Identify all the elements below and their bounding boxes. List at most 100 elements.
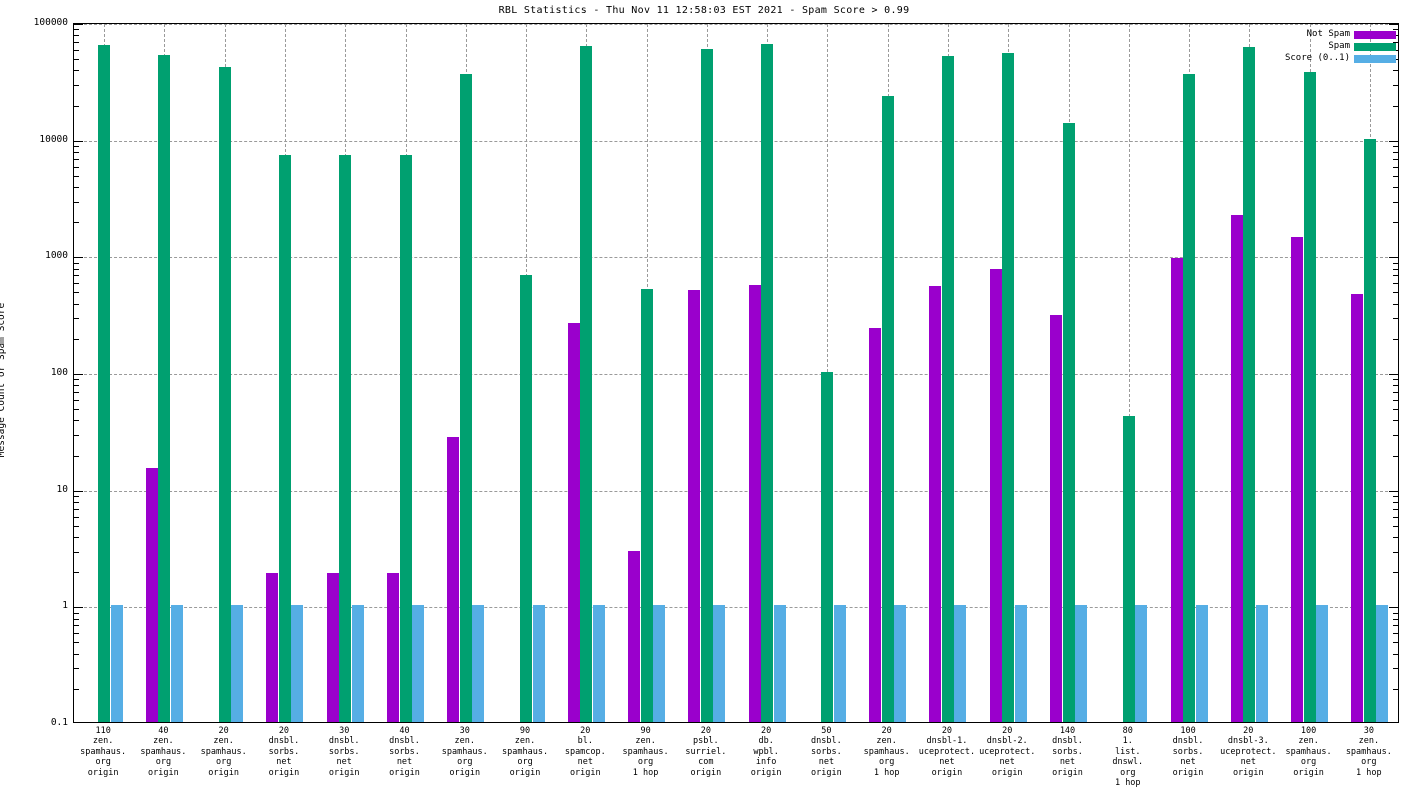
plot-area bbox=[74, 24, 1398, 722]
x-axis-tick-label-line: uceprotect. bbox=[1220, 746, 1277, 757]
horizontal-gridline bbox=[74, 140, 1398, 142]
bar-spam bbox=[1122, 415, 1135, 722]
y-axis-minor-tick bbox=[1393, 525, 1398, 527]
legend-item: Spam bbox=[1285, 41, 1396, 52]
y-axis-minor-tick bbox=[74, 537, 79, 539]
x-axis-tick-label-line: dnsbl. bbox=[328, 736, 360, 747]
bar-not-spam bbox=[567, 322, 580, 722]
y-axis-major-tick bbox=[1389, 257, 1398, 259]
y-axis-minor-tick bbox=[74, 551, 79, 553]
y-axis-minor-tick bbox=[74, 70, 79, 72]
y-axis-major-tick bbox=[74, 257, 83, 259]
y-axis-minor-tick bbox=[1393, 537, 1398, 539]
bar-spam bbox=[158, 55, 171, 722]
x-axis-tick-label-line: sorbs. bbox=[1172, 746, 1204, 757]
bar-not-spam bbox=[1170, 257, 1183, 722]
bar-not-spam bbox=[326, 572, 339, 722]
y-axis-minor-tick bbox=[1393, 105, 1398, 107]
bar-not-spam bbox=[748, 284, 761, 722]
x-axis-tick-label-line: zen. bbox=[876, 736, 897, 747]
y-axis-minor-tick bbox=[1393, 303, 1398, 305]
x-axis-tick-label-line: uceprotect. bbox=[979, 746, 1036, 757]
x-axis-tick-label-line: origin bbox=[87, 767, 119, 778]
x-axis-tick-label-line: sorbs. bbox=[389, 746, 420, 757]
x-axis-tick-label-line: origin bbox=[449, 767, 481, 778]
x-axis-tick-label: 110 zen. spamhaus. org origin bbox=[73, 726, 133, 778]
bar-score-0-1 bbox=[351, 605, 364, 722]
y-axis-minor-tick bbox=[74, 409, 79, 411]
x-axis-tick-label: 50 dnsbl. sorbs. net origin bbox=[796, 726, 856, 778]
x-axis-tick-label: 30 zen. spamhaus. org origin bbox=[435, 726, 495, 778]
x-axis-tick-label-line: net bbox=[939, 757, 955, 768]
x-axis-tick-label: 20 dnsbl. sorbs. net origin bbox=[254, 726, 314, 778]
x-axis-tick-label-line: 20 bbox=[580, 726, 591, 736]
y-axis-minor-tick bbox=[74, 166, 79, 168]
bar-spam bbox=[640, 289, 653, 722]
y-axis-minor-tick bbox=[74, 618, 79, 620]
x-axis-tick-label-line: 140 bbox=[1059, 726, 1076, 736]
x-axis-tick-label-line: 50 bbox=[821, 726, 832, 736]
x-axis-tick-label-line: net bbox=[336, 757, 352, 768]
plot-frame bbox=[73, 23, 1399, 723]
bar-score-0-1 bbox=[170, 605, 183, 722]
bar-not-spam bbox=[145, 468, 158, 722]
x-axis-tick-label: 80 1. list. dnswl. org 1 hop bbox=[1098, 726, 1158, 788]
y-axis-major-tick bbox=[1389, 374, 1398, 375]
x-axis-tick-label: 140 dnsbl. sorbs. net origin bbox=[1037, 726, 1097, 778]
bar-not-spam bbox=[266, 572, 279, 722]
y-axis-minor-tick bbox=[1393, 158, 1398, 160]
y-axis-minor-tick bbox=[74, 338, 79, 340]
x-axis-tick-label-line: 80 bbox=[1122, 726, 1133, 736]
x-axis-tick-label-line: 100 bbox=[1180, 726, 1196, 736]
x-axis-tick-label-line: 20 bbox=[218, 726, 229, 736]
legend-label: Score (0..1) bbox=[1284, 53, 1350, 63]
y-axis-minor-tick bbox=[1393, 222, 1398, 224]
bar-spam bbox=[821, 372, 834, 722]
x-axis-tick-label-line: origin bbox=[1293, 767, 1324, 778]
x-axis-tick-label-line: org bbox=[95, 757, 111, 768]
x-axis-tick-label-line: origin bbox=[509, 767, 541, 778]
y-axis-minor-tick bbox=[1393, 166, 1398, 168]
x-axis-tick-label-line: sorbs. bbox=[811, 746, 842, 757]
y-axis-minor-tick bbox=[74, 42, 79, 44]
y-axis-minor-tick bbox=[74, 29, 79, 31]
bar-not-spam bbox=[869, 327, 882, 722]
y-axis-minor-tick bbox=[1393, 379, 1398, 381]
y-axis-minor-tick bbox=[1393, 516, 1398, 518]
x-axis-tick-label-line: org bbox=[637, 757, 654, 768]
bar-not-spam bbox=[688, 290, 701, 722]
x-axis-tick-label: 20 psbl. surriel. com origin bbox=[676, 726, 736, 778]
bar-score-0-1 bbox=[653, 605, 666, 722]
x-axis-tick-label-line: db. bbox=[758, 736, 774, 747]
x-axis-tick-label-line: psbl. bbox=[693, 736, 719, 747]
y-axis-tick-label: 10 bbox=[56, 483, 68, 495]
x-axis-tick-label: 30 dnsbl. sorbs. net origin bbox=[314, 726, 374, 778]
y-axis-minor-tick bbox=[74, 435, 79, 436]
bar-spam bbox=[1303, 72, 1316, 722]
bar-score-0-1 bbox=[291, 605, 304, 722]
y-axis-minor-tick bbox=[74, 455, 79, 457]
y-axis-minor-tick bbox=[74, 35, 79, 37]
x-axis-tick-label-line: list. bbox=[1114, 746, 1141, 757]
x-axis-tick-label: 20 zen. spamhaus. org 1 hop bbox=[857, 726, 917, 778]
bar-score-0-1 bbox=[833, 605, 846, 722]
x-axis-tick-label-line: 100 bbox=[1300, 726, 1317, 736]
x-axis-tick-label-line: spamhaus. bbox=[200, 746, 247, 757]
legend-label: Not Spam bbox=[1306, 29, 1350, 39]
x-axis-tick-label-line: uceprotect. bbox=[918, 746, 976, 757]
y-axis-minor-tick bbox=[74, 275, 79, 277]
x-axis-tick-label-line: zen. bbox=[1358, 736, 1380, 747]
bar-score-0-1 bbox=[713, 605, 726, 722]
bar-score-0-1 bbox=[773, 605, 786, 722]
y-axis-minor-tick bbox=[1393, 338, 1398, 340]
bar-spam bbox=[1243, 47, 1256, 722]
y-axis-tick-label: 100 bbox=[50, 367, 68, 378]
x-axis-tick-label-line: spamhaus. bbox=[80, 746, 127, 757]
y-axis-minor-tick bbox=[74, 59, 79, 61]
y-axis-minor-tick bbox=[1393, 85, 1398, 86]
bar-score-0-1 bbox=[894, 605, 907, 722]
x-axis-tick-label-line: spamhaus. bbox=[1345, 746, 1392, 757]
x-axis-tick-label-line: sorbs. bbox=[1052, 746, 1083, 757]
y-axis-minor-tick bbox=[74, 420, 79, 422]
